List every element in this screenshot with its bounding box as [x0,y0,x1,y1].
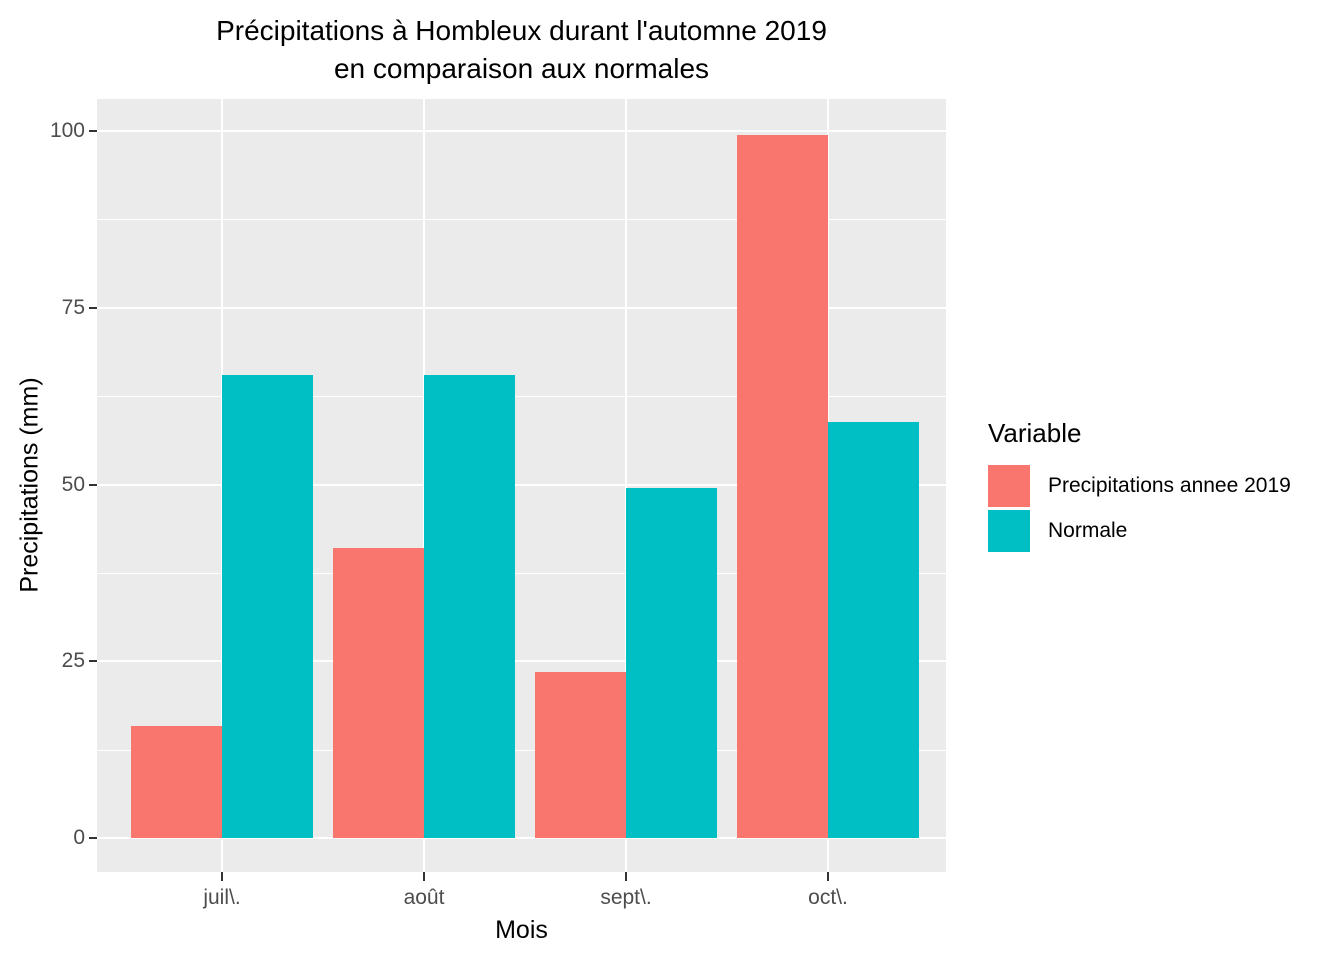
x-tick-label: juil\. [203,886,241,909]
bar-series1-cat3 [828,422,919,838]
gridline-horizontal-minor [97,750,946,751]
x-axis-title: Mois [495,916,548,944]
y-tick-label: 25 [61,649,85,672]
gridline-horizontal-major [97,130,946,132]
bar-series0-cat0 [131,726,222,838]
x-axis-tick [221,872,223,881]
y-tick-label: 100 [49,119,85,142]
bar-series1-cat1 [424,374,515,838]
y-axis-tick [89,307,97,309]
bar-series0-cat2 [535,671,626,838]
y-tick-label: 75 [61,296,85,319]
gridline-horizontal-major [97,837,946,839]
legend-items: Precipitations annee 2019 Normale [988,465,1291,552]
y-axis-tick [89,130,97,132]
gridline-horizontal-major [97,660,946,662]
gridline-horizontal-minor [97,573,946,574]
legend-key-swatch [988,465,1030,507]
x-axis-tick [423,872,425,881]
plot-title-line2: en comparaison aux normales [333,53,710,84]
x-tick-label: sept\. [600,886,652,909]
legend-item-0: Precipitations annee 2019 [988,465,1291,507]
gridline-horizontal-minor [97,219,946,220]
gridline-horizontal-minor [97,396,946,397]
x-tick-label: août [403,886,445,909]
legend-item-1: Normale [988,510,1291,552]
gridline-horizontal-major [97,307,946,309]
y-tick-label: 50 [61,473,85,496]
legend: Variable Precipitations annee 2019 Normal… [988,418,1291,555]
y-axis-title: Precipitations (mm) [15,377,44,593]
x-axis-tick [625,872,627,881]
bar-series1-cat0 [222,374,313,838]
y-tick-label: 0 [73,826,85,849]
gridline-horizontal-major [97,484,946,486]
plot-title-line1: Précipitations à Hombleux durant l'autom… [216,15,827,46]
x-tick-label: oct\. [808,886,848,909]
bar-series0-cat3 [737,134,828,838]
x-axis-tick [827,872,829,881]
y-axis-tick [89,837,97,839]
legend-title: Variable [988,418,1082,448]
y-axis-tick [89,660,97,662]
legend-item-label: Precipitations annee 2019 [1048,474,1291,497]
y-axis-tick [89,484,97,486]
chart-panel [97,99,946,872]
bar-series0-cat1 [333,548,424,838]
plot-title: Précipitations à Hombleux durant l'autom… [97,12,946,88]
legend-key-swatch [988,510,1030,552]
legend-item-label: Normale [1048,519,1128,542]
bar-series1-cat2 [626,488,717,838]
